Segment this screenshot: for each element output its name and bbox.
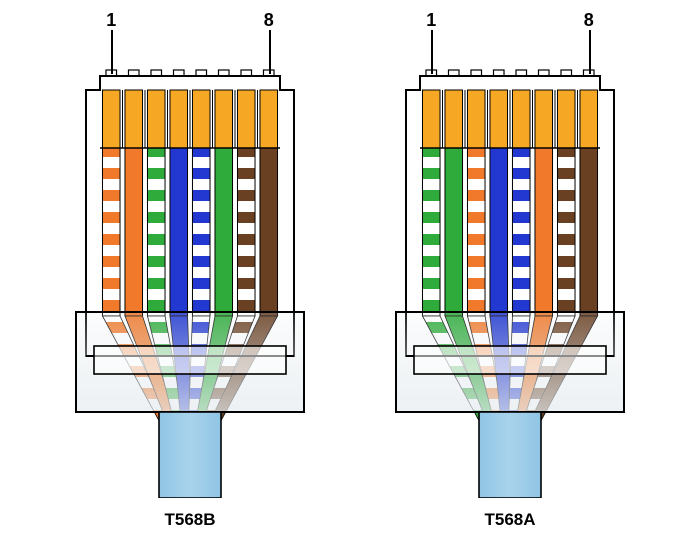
rj45-svg-t568b [70,58,310,498]
pin-8-label: 8 [264,10,274,31]
pin-1-label: 1 [106,10,116,31]
standard-label-t568a: T568A [390,510,630,530]
pin-1-label: 1 [426,10,436,31]
standard-label-t568b: T568B [70,510,310,530]
diagram-container: 1 8 T568B 1 8 T568A [0,0,700,530]
pin-8-label: 8 [584,10,594,31]
connector-t568b: 1 8 T568B [70,10,310,530]
connector-t568a: 1 8 T568A [390,10,630,530]
rj45-svg-t568a [390,58,630,498]
